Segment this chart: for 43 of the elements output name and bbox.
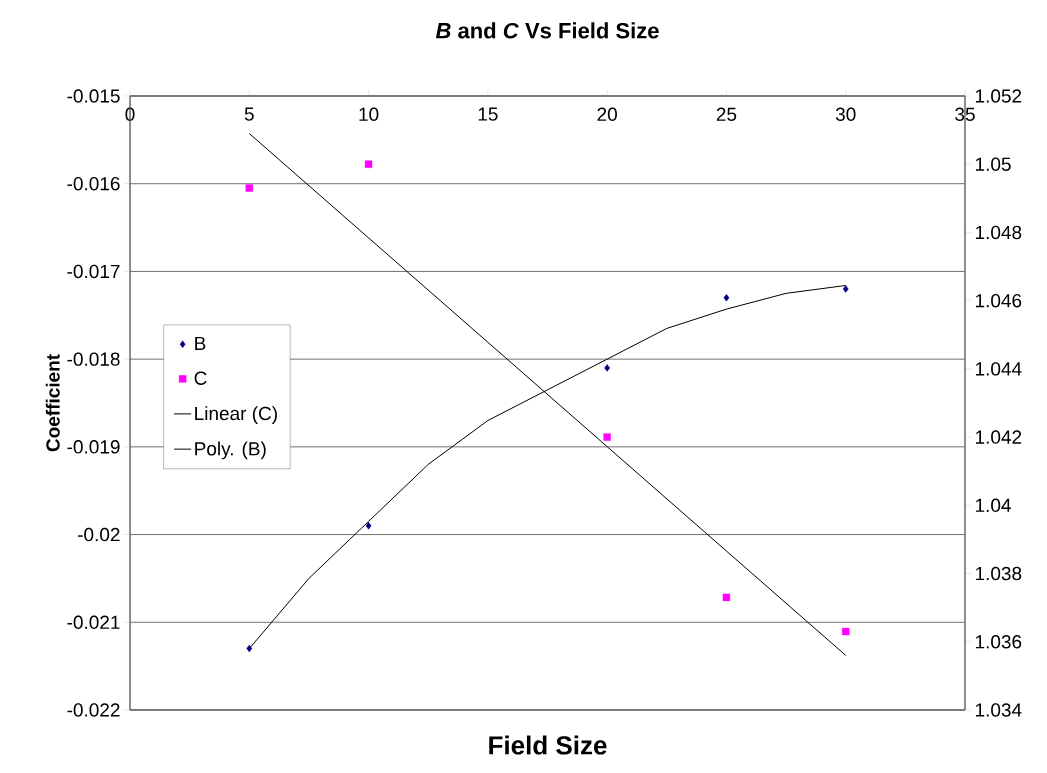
legend-label: C [194, 371, 207, 385]
y-tick-label: -0.017 [67, 264, 120, 279]
y2-tick-label: 1.034 [975, 703, 1022, 717]
y2-tick-label: 1.044 [975, 362, 1022, 376]
y-tick-label: -0.018 [67, 352, 120, 366]
y-tick-label: -0.021 [67, 615, 120, 629]
point [723, 294, 730, 302]
legend-label: Poly. (B) [195, 441, 266, 460]
y-tick-label: -0.015 [67, 89, 120, 103]
y2-tick-label: 1.046 [975, 293, 1022, 308]
y2-tick-label: 1.036 [975, 635, 1022, 649]
chart-title: B and C Vs Field Size [435, 22, 659, 39]
legend-label: B [195, 336, 206, 350]
x-tick-label: 25 [716, 107, 737, 121]
y-axis-title: Coefficient [45, 354, 60, 452]
x-tick-label: 0 [125, 107, 135, 121]
point [842, 285, 849, 293]
y2-tick-label: 1.038 [975, 566, 1022, 581]
x-axis-title: Field Size [489, 735, 607, 755]
y2-tick-label: 1.04 [975, 498, 1011, 513]
point [364, 160, 373, 168]
x-tick-label: 20 [597, 107, 617, 121]
x-tick-label: 15 [478, 107, 498, 121]
point [246, 644, 253, 653]
legend-label: Linear (C) [195, 406, 277, 424]
y-tick-label: -0.022 [67, 703, 120, 717]
y2-tick-label: 1.042 [975, 430, 1022, 444]
y-tick-label: -0.019 [67, 440, 120, 454]
y2-tick-label: 1.048 [975, 225, 1022, 240]
point [842, 627, 850, 636]
point [603, 433, 611, 441]
y2-tick-label: 1.052 [975, 89, 1022, 103]
x-tick-label: 35 [955, 107, 975, 121]
y-tick-label: -0.016 [67, 176, 120, 191]
y-tick-label: -0.02 [78, 527, 120, 542]
x-tick-label: 10 [359, 107, 379, 121]
x-tick-label: 30 [835, 107, 856, 121]
x-tick-label: 5 [244, 107, 254, 121]
point [245, 184, 253, 192]
point [604, 364, 610, 372]
y2-tick-label: 1.05 [975, 157, 1011, 171]
point [365, 522, 372, 530]
point [722, 593, 731, 602]
